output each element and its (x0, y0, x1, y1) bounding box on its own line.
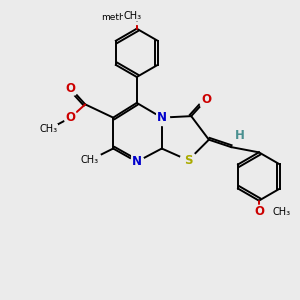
Text: CH₃: CH₃ (124, 11, 142, 21)
Text: O: O (65, 111, 76, 124)
Text: N: N (132, 155, 142, 168)
Text: N: N (157, 111, 167, 124)
Text: methoxy: methoxy (101, 13, 140, 22)
Text: H: H (235, 129, 245, 142)
Text: CH₃: CH₃ (39, 124, 58, 134)
Text: CH₃: CH₃ (81, 155, 99, 165)
Text: O: O (254, 205, 264, 218)
Text: N: N (157, 111, 167, 124)
Text: O: O (201, 93, 211, 106)
Text: CH₃: CH₃ (272, 207, 290, 217)
Text: O: O (65, 82, 76, 95)
Text: N: N (132, 155, 142, 168)
Text: O: O (201, 93, 211, 106)
Text: S: S (184, 154, 193, 167)
Text: S: S (184, 154, 193, 167)
Text: O: O (132, 11, 142, 24)
